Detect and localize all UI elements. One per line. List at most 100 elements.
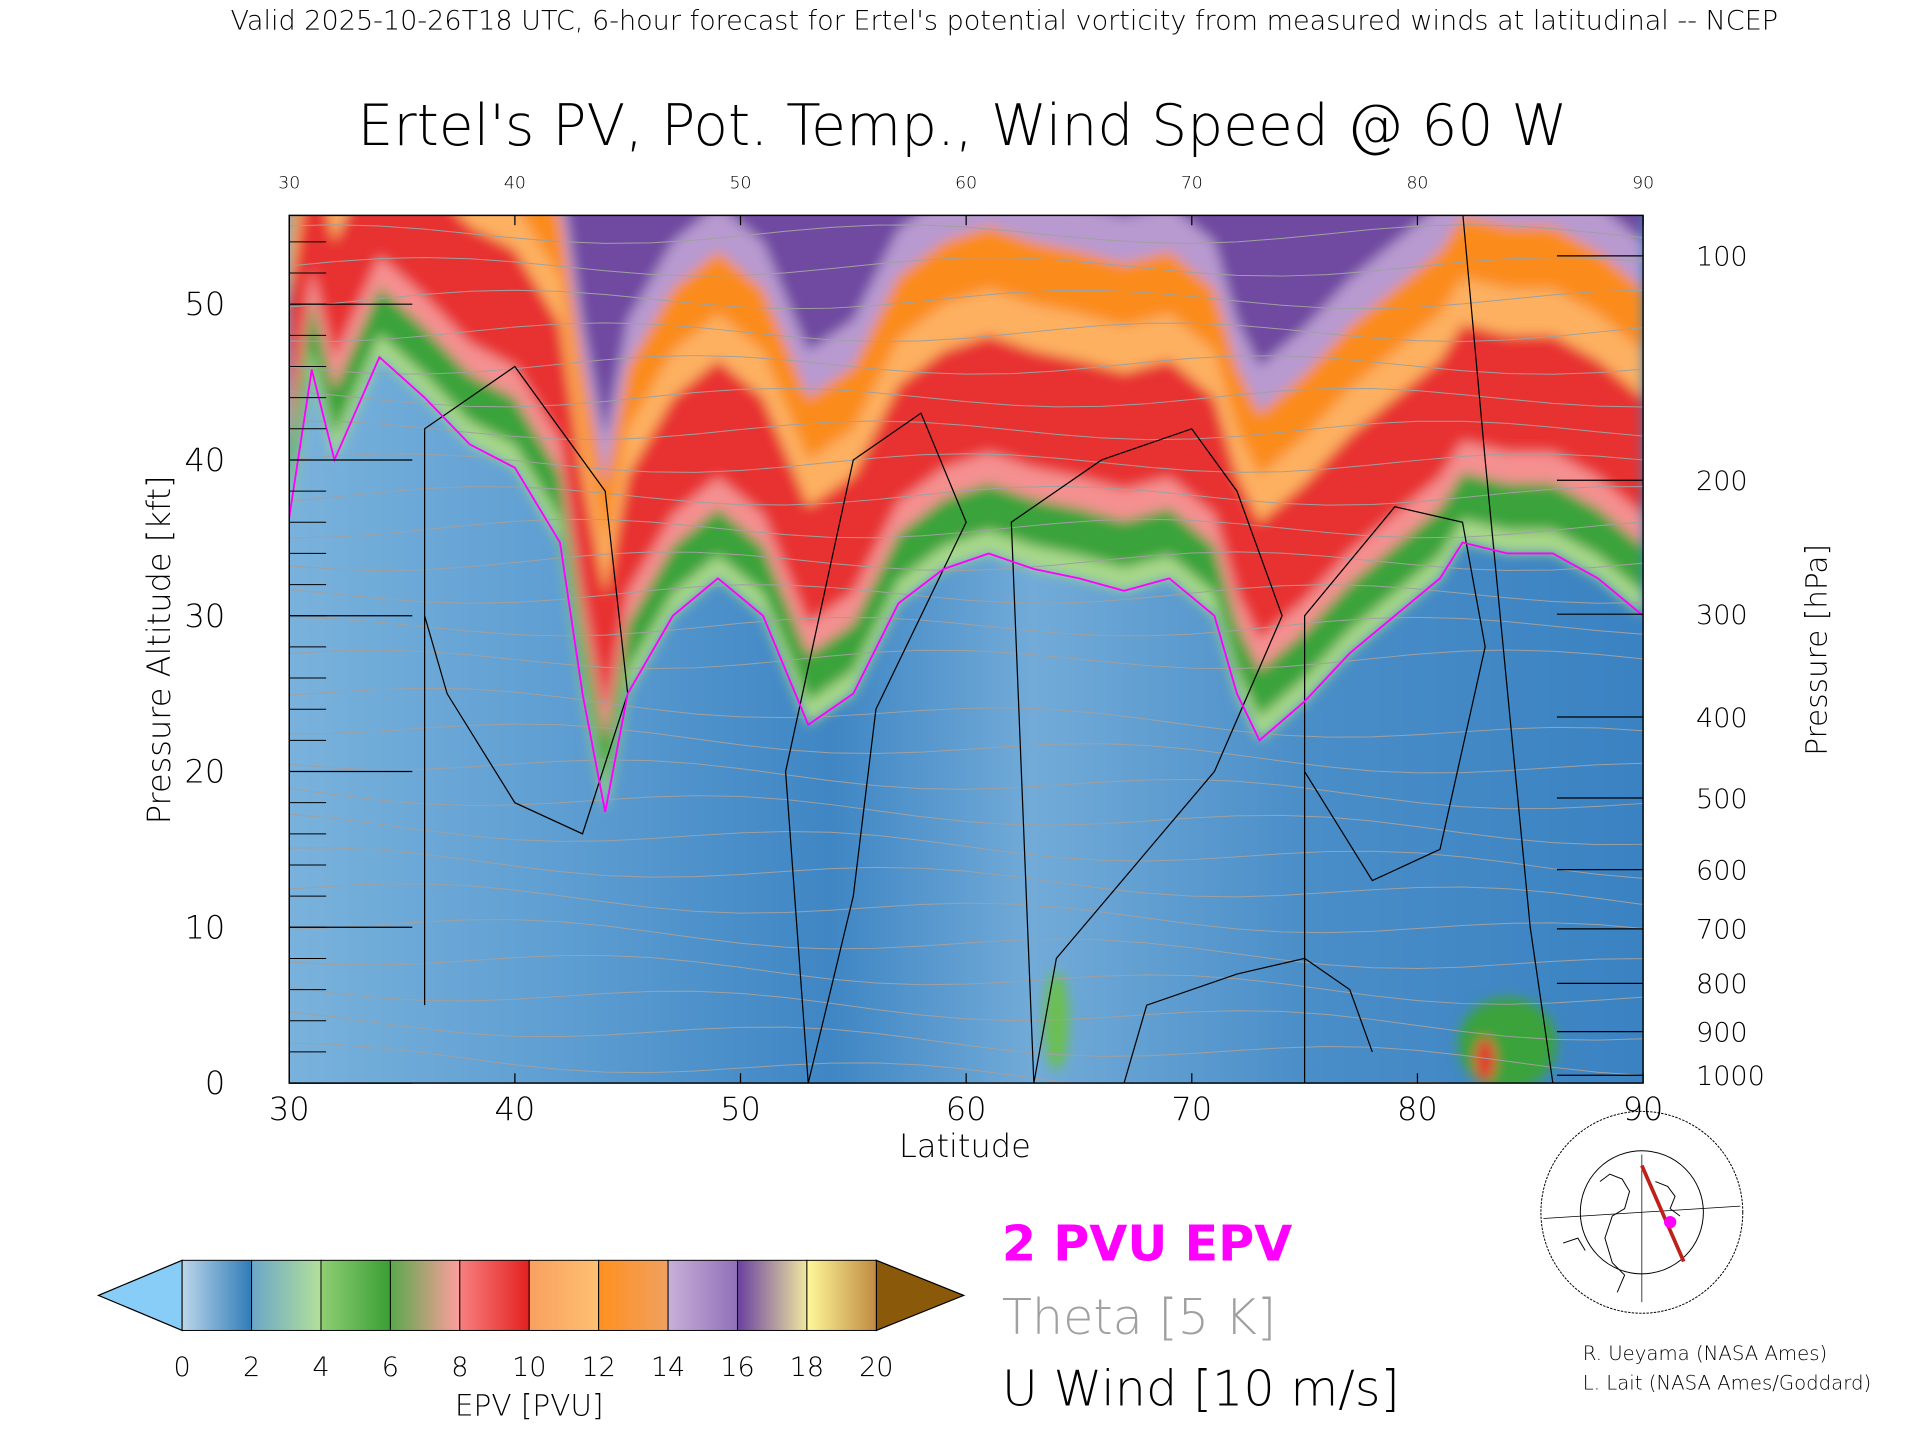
theta-contour xyxy=(289,919,1644,969)
theta-contour xyxy=(289,787,1644,846)
theta-contour xyxy=(289,986,1644,1041)
theta-contour xyxy=(289,847,1644,905)
x-tick-label: 70 xyxy=(1171,1090,1212,1128)
theta-contour xyxy=(289,649,1644,670)
theta-contour xyxy=(289,453,1644,473)
theta-contour xyxy=(289,954,1644,1005)
y-tick-label: 40 xyxy=(185,441,226,479)
x-tick-label-top: 60 xyxy=(955,173,977,193)
theta-contour xyxy=(289,584,1644,604)
x-tick-label-top: 40 xyxy=(504,173,526,193)
colorbar-label: EPV [PVU] xyxy=(455,1388,604,1422)
colorbar-tick-label: 18 xyxy=(790,1352,824,1383)
colorbar-tick-label: 12 xyxy=(581,1352,615,1383)
colorbar-over-arrow xyxy=(875,1259,966,1332)
credit-line-2: L. Lait (NASA Ames/Goddard) xyxy=(1583,1372,1871,1395)
header-subtitle: Valid 2025-10-26T18 UTC, 6-hour forecast… xyxy=(230,6,1778,37)
pressure-tick-label: 800 xyxy=(1696,969,1748,1000)
colorbar-segment xyxy=(181,1259,253,1331)
theta-contour xyxy=(289,289,1644,310)
x-tick-label-top: 30 xyxy=(278,173,300,193)
colorbar-segment xyxy=(667,1259,738,1331)
tropopause-2pvu-line xyxy=(289,355,1644,813)
colorbar-tick-label: 4 xyxy=(312,1352,329,1383)
pv-band-5 xyxy=(289,215,1644,548)
chart-title: Ertel's PV, Pot. Temp., Wind Speed @ 60 … xyxy=(358,93,1568,159)
y-tick-label: 30 xyxy=(185,597,226,635)
colorbar-segment xyxy=(459,1259,530,1331)
theta-contour xyxy=(289,759,1644,810)
x-tick-label-top: 50 xyxy=(730,173,752,193)
pressure-tick-label: 600 xyxy=(1696,856,1748,887)
pressure-tick-label: 400 xyxy=(1696,703,1748,734)
u-wind-contour xyxy=(1462,215,1554,1084)
colorbar-tick-label: 14 xyxy=(651,1352,685,1383)
pv-patch xyxy=(1044,971,1069,1070)
colorbar-segment xyxy=(320,1259,391,1331)
theta-contour xyxy=(289,322,1644,343)
colorbar-tick-label: 2 xyxy=(243,1352,260,1383)
u-wind-contour xyxy=(1304,506,1486,1084)
theta-contour xyxy=(289,1011,1644,1076)
colorbar: 0 2 4 6 8 10 12 14 16 18 20 xyxy=(96,1259,966,1383)
pressure-tick-label: 100 xyxy=(1696,242,1748,273)
theta-contour xyxy=(289,687,1644,738)
u-wind-contour xyxy=(784,412,967,1084)
location-map-inset xyxy=(1540,1110,1744,1314)
pv-band-6 xyxy=(560,215,1644,485)
pressure-tick-label: 1000 xyxy=(1696,1061,1765,1092)
theta-contour xyxy=(289,723,1644,774)
theta-contour xyxy=(289,224,1644,244)
legend-uwind: U Wind [10 m/s] xyxy=(1002,1360,1400,1418)
colorbar-segment xyxy=(598,1259,669,1331)
colorbar-segment xyxy=(251,1259,322,1331)
colorbar-segment xyxy=(736,1259,808,1331)
colorbar-tick-label: 6 xyxy=(382,1352,399,1383)
pv-band-4 xyxy=(289,215,1644,594)
y-tick-label: 50 xyxy=(185,285,226,323)
legend-pv-line: 2 PVU EPV xyxy=(1002,1214,1292,1272)
y-axis-label: Pressure Altitude [kft] xyxy=(140,475,178,824)
colorbar-tick-label: 10 xyxy=(512,1352,546,1383)
theta-contour xyxy=(289,518,1644,539)
colorbar-segment xyxy=(389,1259,461,1331)
theta-contour xyxy=(289,813,1644,879)
plot-area xyxy=(288,214,1644,1084)
legend-theta: Theta [5 K] xyxy=(1002,1288,1276,1346)
y-tick-label: 0 xyxy=(205,1064,225,1102)
pressure-tick-label: 300 xyxy=(1696,600,1748,631)
theta-contour xyxy=(289,355,1644,375)
axes: 3030404050506060707080809090010203040501… xyxy=(185,173,1765,1128)
x-tick-label-top: 70 xyxy=(1181,173,1203,193)
x-tick-label-top: 90 xyxy=(1632,173,1654,193)
x-axis-label: Latitude xyxy=(899,1127,1031,1165)
u-wind-contour xyxy=(1010,428,1283,1084)
theta-contour xyxy=(289,883,1644,934)
y-tick-label: 10 xyxy=(185,908,226,946)
x-tick-label: 60 xyxy=(946,1090,987,1128)
legend: 2 PVU EPV Theta [5 K] U Wind [10 m/s] xyxy=(1002,1214,1400,1417)
colorbar-tick-label: 16 xyxy=(720,1352,754,1383)
x-tick-label: 50 xyxy=(720,1090,761,1128)
y-tick-label: 20 xyxy=(185,753,226,791)
credit-line-1: R. Ueyama (NASA Ames) xyxy=(1583,1342,1827,1365)
theta-contour xyxy=(289,551,1644,572)
colorbar-tick-label: 0 xyxy=(174,1352,191,1383)
theta-contour xyxy=(289,616,1644,637)
pressure-tick-label: 200 xyxy=(1696,466,1748,497)
theta-contour xyxy=(289,485,1644,506)
colorbar-segment xyxy=(806,1259,877,1331)
x-tick-label: 80 xyxy=(1397,1090,1438,1128)
pv-band-3 xyxy=(289,215,1644,711)
pv-band-7 xyxy=(566,215,1644,439)
colorbar-tick-label: 20 xyxy=(859,1352,893,1383)
pressure-tick-label: 700 xyxy=(1696,915,1748,946)
x-tick-label-top: 80 xyxy=(1406,173,1428,193)
pressure-tick-label: 500 xyxy=(1696,784,1748,815)
theta-contour xyxy=(289,420,1644,441)
pressure-tick-label: 900 xyxy=(1696,1018,1748,1049)
theta-contour xyxy=(289,387,1644,408)
y2-axis-label: Pressure [hPa] xyxy=(1799,544,1833,756)
u-wind-contour xyxy=(1123,957,1373,1084)
